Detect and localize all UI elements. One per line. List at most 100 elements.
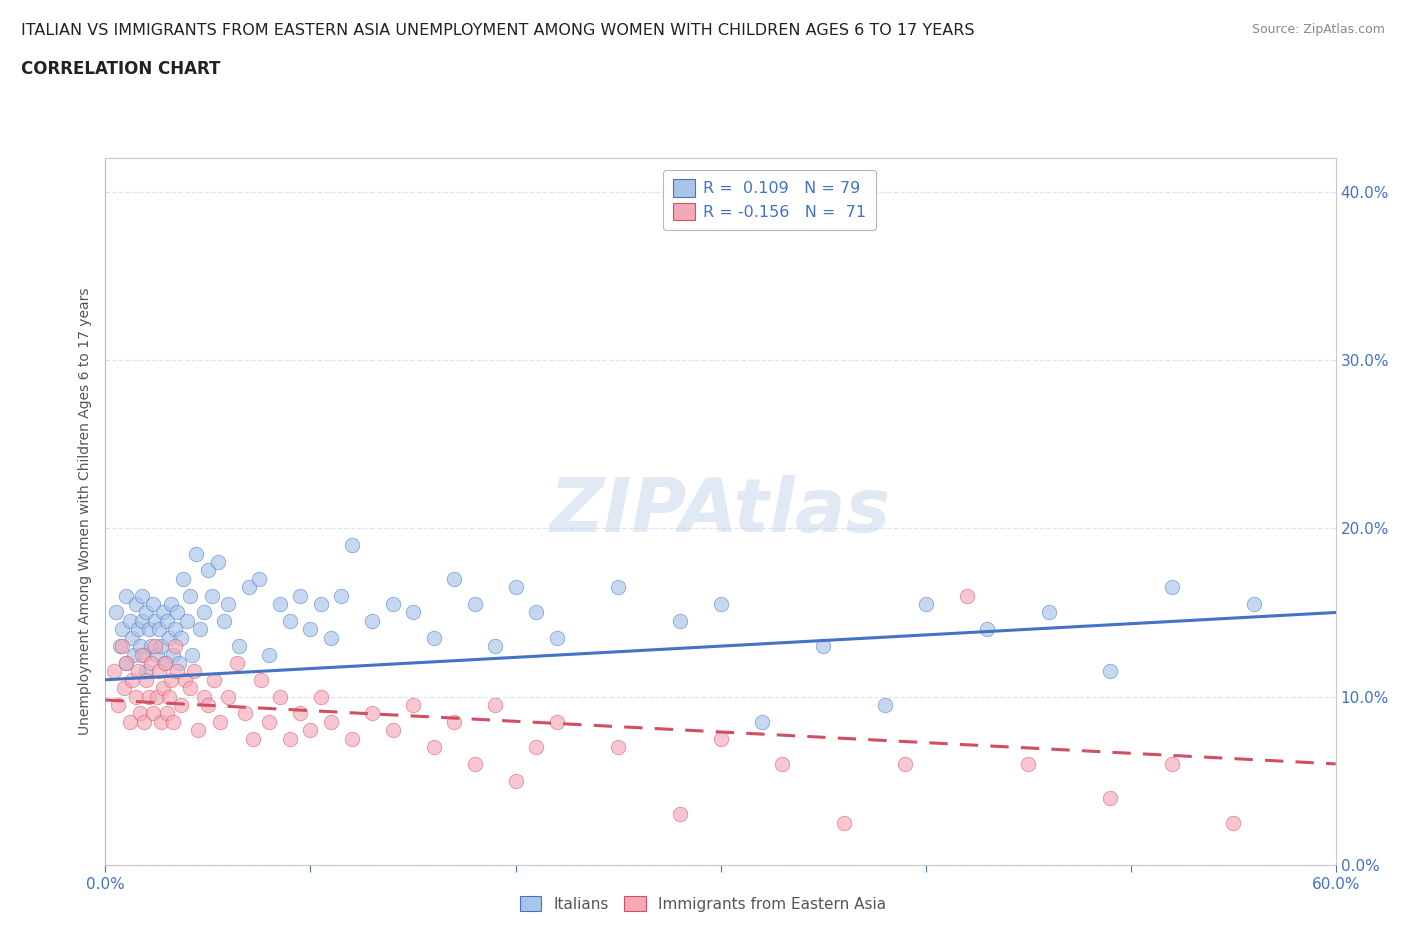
Point: [125, 689, 148, 704]
Point: [111, 639, 134, 654]
Point: [381, 597, 404, 612]
Point: [183, 664, 205, 679]
Point: [179, 588, 201, 603]
Point: [269, 597, 291, 612]
Point: [108, 639, 131, 654]
Point: [121, 672, 143, 687]
Point: [148, 664, 170, 679]
Point: [157, 631, 180, 645]
Point: [188, 622, 211, 637]
Point: [156, 614, 179, 629]
Point: [505, 774, 527, 789]
Point: [361, 706, 384, 721]
Point: [278, 614, 301, 629]
Point: [218, 689, 240, 704]
Point: [1160, 756, 1182, 771]
Point: [148, 622, 170, 637]
Point: [131, 647, 153, 662]
Point: [166, 664, 188, 679]
Text: ZIPAtlas: ZIPAtlas: [550, 475, 891, 548]
Y-axis label: Unemployment Among Women with Children Ages 6 to 17 years: Unemployment Among Women with Children A…: [79, 287, 93, 736]
Point: [162, 647, 184, 662]
Point: [218, 597, 240, 612]
Point: [197, 698, 219, 712]
Point: [153, 656, 176, 671]
Point: [153, 656, 176, 671]
Point: [443, 714, 465, 729]
Point: [193, 605, 215, 620]
Point: [1243, 597, 1265, 612]
Point: [169, 656, 191, 671]
Point: [197, 563, 219, 578]
Text: Source: ZipAtlas.com: Source: ZipAtlas.com: [1251, 23, 1385, 36]
Point: [121, 631, 143, 645]
Point: [402, 698, 425, 712]
Point: [238, 579, 260, 594]
Point: [443, 571, 465, 586]
Point: [914, 597, 936, 612]
Point: [464, 597, 486, 612]
Point: [143, 614, 166, 629]
Legend: R =  0.109   N = 79, R = -0.156   N =  71: R = 0.109 N = 79, R = -0.156 N = 71: [664, 169, 876, 230]
Point: [668, 807, 690, 822]
Point: [170, 631, 193, 645]
Point: [1222, 816, 1244, 830]
Point: [1160, 579, 1182, 594]
Point: [145, 689, 167, 704]
Point: [122, 647, 145, 662]
Point: [290, 706, 312, 721]
Point: [165, 639, 187, 654]
Point: [135, 664, 157, 679]
Point: [131, 614, 153, 629]
Point: [129, 706, 152, 721]
Point: [162, 714, 184, 729]
Point: [179, 681, 201, 696]
Point: [166, 605, 188, 620]
Point: [546, 714, 568, 729]
Point: [1017, 756, 1039, 771]
Point: [176, 614, 198, 629]
Point: [422, 739, 444, 754]
Point: [546, 631, 568, 645]
Point: [894, 756, 917, 771]
Point: [156, 706, 179, 721]
Point: [115, 588, 138, 603]
Point: [381, 723, 404, 737]
Point: [340, 731, 363, 746]
Point: [710, 731, 733, 746]
Point: [202, 672, 225, 687]
Point: [319, 714, 342, 729]
Point: [180, 647, 202, 662]
Point: [103, 664, 125, 679]
Point: [174, 672, 197, 687]
Point: [770, 756, 793, 771]
Point: [607, 579, 630, 594]
Point: [811, 639, 834, 654]
Point: [278, 731, 301, 746]
Point: [956, 588, 979, 603]
Point: [259, 714, 281, 729]
Point: [112, 681, 135, 696]
Point: [259, 647, 281, 662]
Point: [1038, 605, 1060, 620]
Point: [184, 546, 207, 561]
Point: [710, 597, 733, 612]
Point: [464, 756, 486, 771]
Point: [142, 597, 165, 612]
Point: [484, 698, 506, 712]
Point: [129, 639, 152, 654]
Point: [135, 672, 157, 687]
Point: [402, 605, 425, 620]
Point: [111, 622, 134, 637]
Point: [139, 656, 162, 671]
Point: [149, 714, 172, 729]
Legend: Italians, Immigrants from Eastern Asia: Italians, Immigrants from Eastern Asia: [513, 889, 893, 918]
Point: [165, 622, 187, 637]
Point: [170, 698, 193, 712]
Point: [233, 706, 256, 721]
Point: [134, 714, 156, 729]
Point: [193, 689, 215, 704]
Point: [668, 614, 690, 629]
Point: [225, 656, 247, 671]
Point: [149, 639, 172, 654]
